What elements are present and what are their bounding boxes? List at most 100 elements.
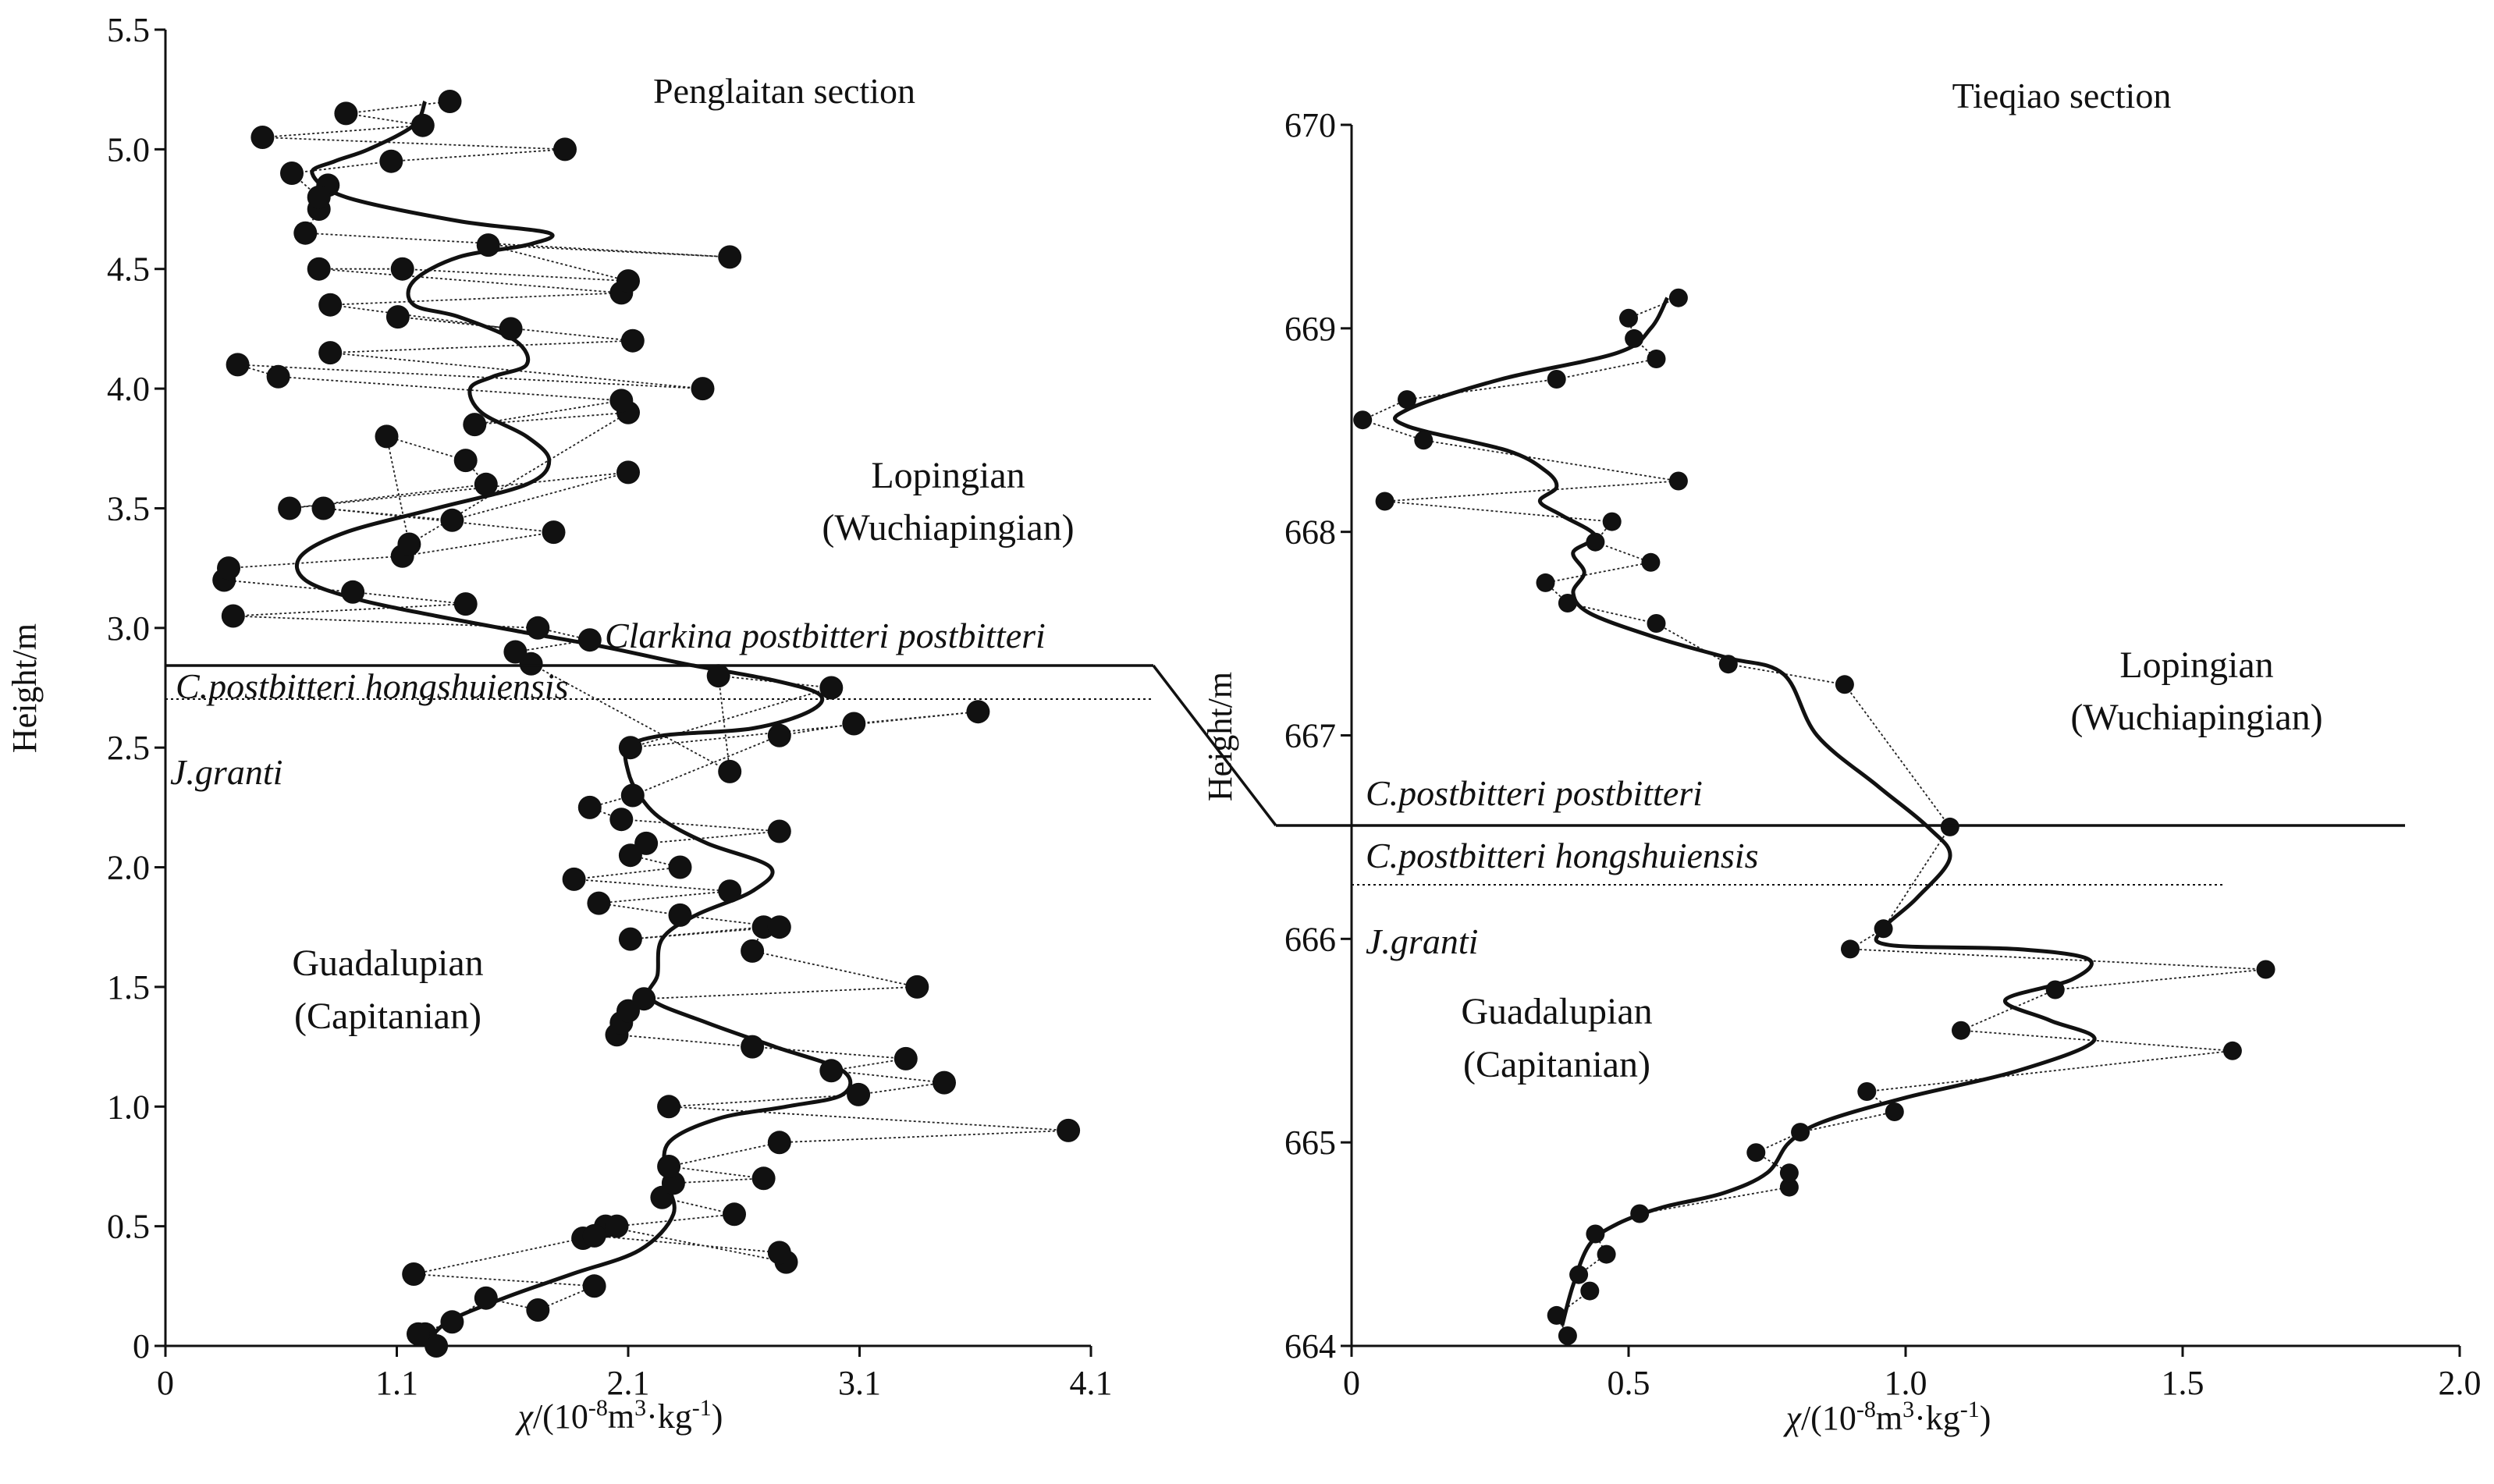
penglaitan-data-point	[767, 819, 791, 843]
penglaitan-data-point	[311, 496, 336, 520]
penglaitan-wuchiapingian-label: (Wuchiapingian)	[822, 507, 1074, 549]
tieqiao-data-point	[1547, 1305, 1566, 1325]
tieqiao-data-point	[1647, 614, 1666, 633]
penglaitan-data-point	[250, 126, 275, 149]
penglaitan-data-point	[407, 1322, 430, 1346]
penglaitan-zone-hongshuiensis: C.postbitteri hongshuiensis	[176, 666, 568, 706]
penglaitan-data-point	[668, 855, 692, 879]
penglaitan-y-tick-label: 5.0	[107, 130, 150, 169]
penglaitan-data-point	[605, 1214, 629, 1238]
penglaitan-y-tick-label: 5.5	[107, 11, 150, 49]
penglaitan-y-tick-label: 4.5	[107, 250, 150, 289]
tieqiao-y-tick-label: 665	[1284, 1124, 1336, 1162]
penglaitan-data-point	[438, 90, 462, 113]
tieqiao-data-point	[1641, 552, 1661, 572]
tieqiao-data-point	[1580, 1281, 1600, 1301]
tieqiao-data-point	[2045, 980, 2065, 999]
tieqiao-data-point	[2222, 1041, 2242, 1060]
penglaitan-data-point	[767, 1131, 791, 1155]
penglaitan-data-point	[723, 1202, 746, 1227]
penglaitan-data-point	[440, 1310, 464, 1334]
penglaitan-data-point	[706, 664, 730, 688]
penglaitan-data-point	[476, 233, 500, 257]
tieqiao-data-point	[1414, 431, 1434, 450]
penglaitan-data-points	[212, 90, 1081, 1358]
tieqiao-data-point	[1625, 328, 1644, 348]
penglaitan-data-point	[751, 1166, 776, 1191]
tieqiao-data-point	[1885, 1102, 1904, 1121]
penglaitan-data-point	[526, 616, 550, 640]
penglaitan-data-point	[668, 903, 692, 927]
tieqiao-data-point	[1586, 1224, 1605, 1244]
tieqiao-data-point	[1746, 1143, 1766, 1163]
penglaitan-guadalupian-label: Guadalupian	[292, 943, 483, 984]
tieqiao-data-point	[1597, 1244, 1616, 1264]
penglaitan-x-tick-label: 4.1	[1070, 1364, 1113, 1402]
tieqiao-data-point	[1398, 390, 1416, 410]
tieqiao-y-axis-title: Height/m	[1201, 672, 1239, 801]
penglaitan-data-point	[293, 221, 318, 245]
penglaitan-y-tick-label: 3.0	[107, 609, 150, 648]
penglaitan-y-tick-label: 1.5	[107, 968, 150, 1006]
penglaitan-data-point	[474, 1286, 498, 1310]
tieqiao-y-tick-label: 669	[1284, 310, 1336, 348]
tieqiao-data-point	[1718, 655, 1738, 674]
penglaitan-data-point	[767, 723, 791, 747]
penglaitan-data-point	[385, 305, 410, 329]
penglaitan-data-point	[620, 328, 645, 353]
tieqiao-point-connector	[1360, 296, 2266, 1337]
tieqiao-zone-hongshuiensis: C.postbitteri hongshuiensis	[1366, 836, 1758, 875]
penglaitan-data-point	[542, 520, 566, 545]
tieqiao-data-point	[1569, 1265, 1589, 1284]
tieqiao-x-tick-label: 0	[1343, 1364, 1360, 1402]
tieqiao-data-point	[1857, 1082, 1877, 1101]
penglaitan-data-point	[453, 449, 478, 473]
penglaitan-data-point	[632, 987, 656, 1011]
penglaitan-data-point	[553, 137, 577, 162]
penglaitan-data-point	[609, 808, 634, 832]
penglaitan-data-point	[966, 700, 990, 724]
penglaitan-y-tick-label: 4.0	[107, 370, 150, 408]
tieqiao-x-ticks: 0 0.5 1.0 1.5 2.0	[1343, 1346, 2482, 1402]
tieqiao-smoothed-curve	[1392, 296, 2097, 1326]
boundary-connector-line	[1152, 664, 1277, 827]
penglaitan-data-point	[318, 293, 343, 317]
penglaitan-data-point	[657, 1155, 681, 1178]
penglaitan-dotted-connector	[222, 101, 1069, 1347]
penglaitan-data-point	[278, 496, 302, 520]
tieqiao-data-point	[1630, 1204, 1650, 1223]
penglaitan-data-point	[379, 149, 403, 173]
penglaitan-zone-granti: J.granti	[170, 752, 282, 792]
penglaitan-x-ticks: 0 1.1 2.1 3.1 4.1	[157, 1346, 1113, 1402]
penglaitan-data-point	[474, 472, 498, 496]
penglaitan-y-ticks: 0 0.5 1.0 1.5 2.0 2.5 3.0 3.5 4.0 4.5 5.0 5.5	[107, 11, 165, 1365]
tieqiao-x-tick-label: 1.0	[1885, 1364, 1927, 1402]
tieqiao-dotted-connector	[1360, 296, 2266, 1337]
penglaitan-data-point	[609, 389, 634, 413]
tieqiao-data-point	[1536, 573, 1555, 592]
tieqiao-y-tick-label: 667	[1284, 717, 1336, 755]
tieqiao-y-tick-label: 664	[1284, 1327, 1336, 1365]
penglaitan-data-point	[390, 257, 414, 281]
penglaitan-data-point	[341, 580, 365, 604]
penglaitan-data-point	[410, 113, 435, 137]
penglaitan-data-point	[718, 245, 742, 269]
tieqiao-data-point	[2256, 960, 2276, 979]
tieqiao-data-point	[1619, 308, 1638, 328]
penglaitan-data-point	[894, 1046, 918, 1070]
penglaitan-data-point	[718, 759, 742, 783]
tieqiao-smoothed-line	[1392, 296, 2097, 1326]
penglaitan-data-point	[819, 676, 844, 700]
penglaitan-y-tick-label: 0.5	[107, 1208, 150, 1246]
tieqiao-data-point	[1602, 512, 1622, 531]
penglaitan-data-point	[634, 831, 659, 855]
penglaitan-y-tick-label: 1.0	[107, 1088, 150, 1126]
penglaitan-data-point	[657, 1095, 681, 1119]
penglaitan-lopingian-label: Lopingian	[871, 455, 1025, 496]
penglaitan-x-tick-label: 0	[157, 1364, 174, 1402]
penglaitan-data-point	[453, 592, 478, 616]
penglaitan-data-point	[842, 712, 866, 736]
penglaitan-data-point	[718, 879, 742, 904]
tieqiao-x-tick-label: 1.5	[2162, 1364, 2204, 1402]
